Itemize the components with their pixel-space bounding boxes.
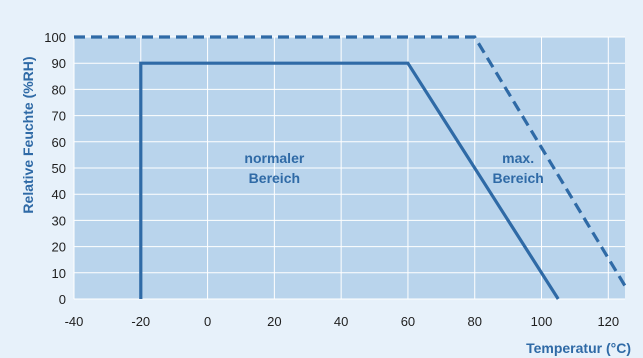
y-tick-label: 50	[52, 161, 66, 176]
y-tick-label: 40	[52, 187, 66, 202]
series-line-normal-range	[139, 61, 560, 300]
x-tick-label: 40	[334, 314, 348, 329]
x-tick-label: -20	[131, 314, 150, 329]
y-tick-label: 100	[44, 30, 66, 45]
x-tick-labels: -40 -20 0 20 40 60 80 100 120	[65, 314, 620, 329]
region-label: max.	[502, 150, 534, 166]
y-tick-label: 0	[59, 292, 66, 307]
x-tick-label: 120	[597, 314, 619, 329]
region-label: Bereich	[492, 170, 543, 186]
y-tick-label: 30	[52, 213, 66, 228]
y-tick-label: 60	[52, 135, 66, 150]
y-tick-label: 10	[52, 266, 66, 281]
series-line-max-range	[74, 35, 627, 287]
y-tick-label: 80	[52, 82, 66, 97]
annotations: normaler Bereich max. Bereich	[244, 150, 543, 186]
y-tick-label: 20	[52, 240, 66, 255]
region-label: normaler	[244, 150, 304, 166]
x-axis-title: Temperatur (°C)	[526, 340, 631, 356]
region-label: Bereich	[249, 170, 300, 186]
x-tick-label: 60	[401, 314, 415, 329]
y-tick-label: 70	[52, 109, 66, 124]
x-tick-label: 100	[531, 314, 553, 329]
series-group	[74, 35, 627, 300]
x-tick-label: 0	[204, 314, 211, 329]
x-tick-label: 80	[467, 314, 481, 329]
x-tick-label: -40	[65, 314, 84, 329]
y-tick-label: 90	[52, 56, 66, 71]
y-tick-labels: 0 10 20 30 40 50 60 70 80 90 100	[44, 30, 66, 307]
y-axis-title: Relative Feuchte (%RH)	[20, 56, 36, 213]
x-tick-label: 20	[267, 314, 281, 329]
